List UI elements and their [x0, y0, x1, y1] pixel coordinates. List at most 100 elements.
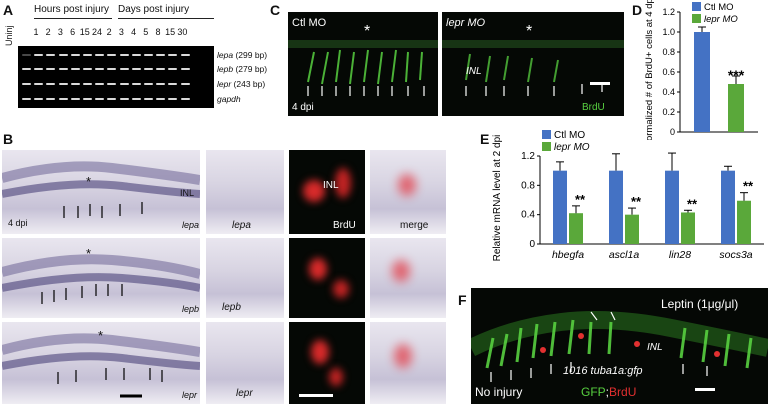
arrows: [465, 82, 603, 96]
gel-band: [131, 83, 141, 85]
dpi-label: 4 dpi: [8, 218, 28, 228]
leptin-label: Leptin (1μg/μl): [661, 297, 738, 311]
gel-band: [107, 98, 117, 100]
hours-header: Hours post injury: [34, 4, 110, 15]
gel-band: [22, 98, 31, 100]
bar-hbegfa-lepr: [569, 213, 583, 244]
gel-band: [34, 98, 44, 100]
scale-bar: [590, 82, 610, 85]
gel-band: [180, 83, 190, 85]
gel-row-gapdh: gapdh: [217, 94, 241, 104]
gel-band: [70, 98, 80, 100]
inset-lepb: lepb: [206, 238, 284, 318]
lepa-label: lepa: [182, 220, 199, 230]
gel-band: [58, 68, 68, 70]
inset-brdu-label: BrdU: [333, 220, 356, 231]
gel-band: [119, 98, 129, 100]
significance-label: **: [575, 192, 586, 207]
legend-swatch: [542, 142, 551, 151]
panel-f-label: F: [458, 292, 467, 308]
gel-band: [22, 54, 31, 56]
gel-band: [168, 98, 178, 100]
gel-band: [83, 54, 92, 56]
scale-bar: [695, 388, 715, 391]
category-label: socs3a: [719, 249, 752, 261]
arrows: [63, 202, 143, 218]
lane-label: 15: [79, 27, 90, 37]
panel-b-label: B: [3, 131, 14, 147]
gel-band: [22, 68, 31, 70]
arrows: [490, 311, 708, 382]
lane-label: 30: [177, 27, 188, 37]
arrows: [41, 284, 123, 304]
lane-label: 3: [57, 27, 63, 37]
arrows: [57, 368, 163, 384]
gel-band: [58, 54, 68, 56]
significance-label: **: [687, 196, 698, 211]
gel-band: [95, 54, 105, 56]
inset-lepa: lepa: [206, 150, 284, 234]
retina-lepr-image: * lepr: [2, 322, 200, 404]
asterisk: *: [86, 246, 91, 261]
bar-ascl1a-ctl: [609, 170, 623, 244]
inset-lepr: lepr: [206, 322, 284, 404]
brdu-label: BrdU: [582, 102, 605, 113]
gel-band: [34, 83, 44, 85]
gel-band: [180, 98, 190, 100]
panel-e-label: E: [480, 131, 490, 147]
y-tick-label: 0.4: [662, 87, 675, 97]
gel-band: [95, 98, 105, 100]
inl-label: INL: [180, 188, 194, 198]
legend-label: lepr MO: [554, 142, 590, 153]
days-bracket: [118, 18, 214, 19]
panel-d-label: D: [632, 2, 643, 18]
category-label: lin28: [669, 249, 691, 261]
y-tick-label: 0.4: [521, 210, 535, 221]
gel-band: [144, 54, 153, 56]
lane-label: 15: [165, 27, 176, 37]
uninj-label: Uninj: [4, 25, 14, 46]
gel-band: [156, 98, 166, 100]
lane-label: 8: [155, 27, 161, 37]
gel-band: [144, 83, 153, 85]
inset-merge-3: [370, 322, 446, 404]
bar-lin28-lepr: [681, 212, 695, 244]
gel-band: [70, 54, 80, 56]
inset-merge-1: merge: [370, 150, 446, 234]
asterisk: *: [86, 174, 91, 189]
lane-label: 2: [45, 27, 51, 37]
inl-label: INL: [647, 342, 663, 353]
gel-band: [107, 68, 117, 70]
chart-d: Normalized # of BrdU+ cells at 4 dpi 0 0.…: [644, 0, 758, 140]
gel-band: [107, 54, 117, 56]
panel-c-label: C: [270, 2, 281, 18]
bar-socs3a-ctl: [721, 170, 735, 244]
panel-a-label: A: [3, 2, 14, 18]
inset-inl-label: INL: [323, 180, 339, 191]
line-label: 1016 tuba1a:gfp: [563, 365, 643, 377]
inset-brdu-3: [289, 322, 365, 404]
gel-band: [46, 83, 56, 85]
retina-lepb-image: * lepb: [2, 238, 200, 318]
lepr-label: lepr: [182, 390, 198, 400]
y-tick-label: 0: [529, 239, 535, 250]
category-label: hbegfa: [552, 249, 584, 261]
significance-label: **: [743, 179, 754, 194]
gel-band: [119, 83, 129, 85]
gfp-brdu-label: GFP;BrdU: [581, 385, 636, 399]
gel-band: [131, 98, 141, 100]
gel-row-lepa: lepa (299 bp): [217, 50, 268, 60]
inset-lepb-label: lepb: [222, 302, 241, 313]
gel-band: [168, 54, 178, 56]
gel-band: [83, 98, 92, 100]
legend-label: Ctl MO: [704, 2, 734, 13]
gel-band: [70, 83, 80, 85]
lepr-mo-image: lepr MO * INL BrdU: [442, 12, 624, 116]
y-tick-label: 0.8: [662, 47, 675, 57]
lane-label: 1: [33, 27, 39, 37]
days-header: Days post injury: [118, 4, 190, 15]
lane-label: 5: [143, 27, 149, 37]
chart-e-ylabel: Relative mRNA level at 2 dpi: [492, 135, 503, 262]
legend-label: Ctl MO: [554, 130, 585, 141]
gel-band: [22, 83, 31, 85]
